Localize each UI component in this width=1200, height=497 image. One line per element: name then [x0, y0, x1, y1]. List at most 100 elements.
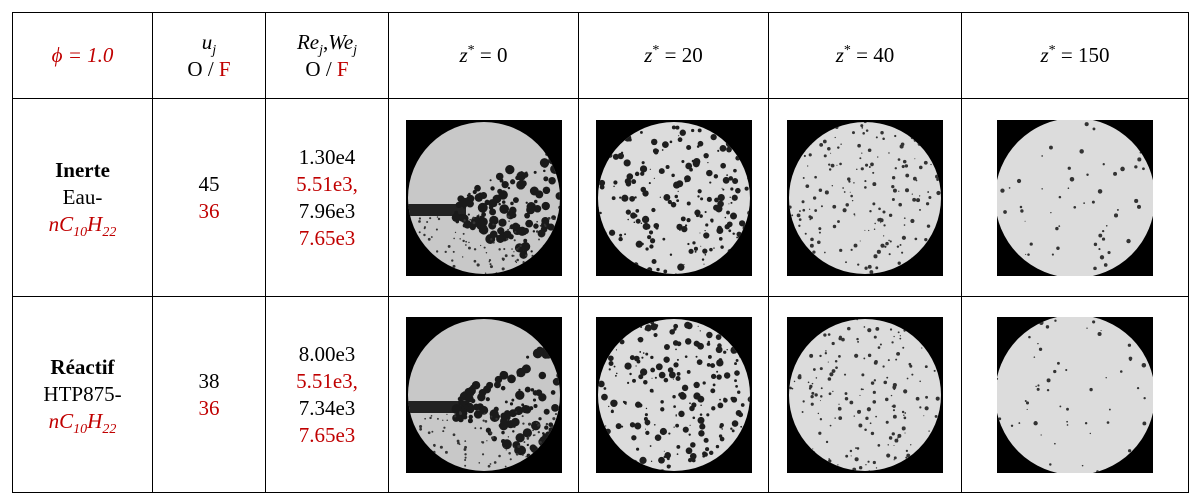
- spray-image: [405, 316, 562, 473]
- ligament: [489, 185, 495, 191]
- droplet: [1010, 424, 1014, 427]
- ligament: [509, 201, 514, 205]
- field: [997, 316, 1153, 473]
- droplet: [484, 419, 487, 423]
- droplet: [875, 326, 880, 331]
- jet: [407, 400, 466, 413]
- droplet: [537, 430, 540, 433]
- droplet: [814, 208, 818, 212]
- droplet: [505, 448, 507, 451]
- droplet: [462, 232, 465, 235]
- droplet: [702, 152, 709, 158]
- superscript: *: [1048, 43, 1056, 58]
- formula: H: [87, 212, 103, 236]
- droplet: [1108, 408, 1111, 410]
- droplet: [502, 247, 505, 250]
- droplet: [452, 237, 455, 239]
- droplet: [891, 431, 895, 436]
- droplet: [854, 456, 859, 461]
- droplet: [472, 220, 475, 224]
- droplet: [452, 264, 456, 268]
- droplet: [1055, 226, 1059, 230]
- droplet: [644, 352, 648, 355]
- droplet: [545, 422, 548, 425]
- droplet: [720, 427, 723, 430]
- droplet: [623, 232, 626, 235]
- ligament: [467, 213, 470, 216]
- ligament: [509, 401, 513, 405]
- droplet: [875, 415, 877, 417]
- droplet: [547, 216, 550, 220]
- droplet: [723, 371, 730, 379]
- droplet: [1102, 162, 1105, 165]
- droplet: [454, 231, 456, 233]
- header-cell: z* = 0: [388, 12, 579, 99]
- ligament: [514, 175, 520, 180]
- droplet: [1142, 421, 1147, 425]
- subscript: 10: [73, 422, 88, 438]
- droplet: [911, 373, 914, 376]
- droplet: [814, 175, 817, 179]
- droplet: [914, 157, 916, 159]
- droplet: [1003, 209, 1007, 214]
- droplet: [527, 422, 531, 426]
- droplet: [870, 162, 874, 166]
- droplet: [617, 236, 623, 241]
- droplet: [856, 168, 858, 170]
- droplet: [904, 411, 907, 414]
- droplet: [997, 377, 999, 380]
- droplet: [493, 223, 496, 225]
- droplet: [896, 244, 900, 248]
- ligament: [488, 208, 496, 215]
- droplet: [1056, 246, 1060, 250]
- droplet: [812, 195, 817, 200]
- droplet: [1089, 432, 1091, 434]
- droplet: [463, 458, 466, 461]
- droplet: [817, 239, 821, 244]
- droplet: [715, 370, 718, 373]
- droplet: [798, 373, 802, 377]
- droplet: [692, 381, 700, 388]
- droplet: [919, 208, 921, 211]
- droplet: [672, 378, 674, 380]
- droplet: [812, 250, 816, 254]
- droplet: [1024, 399, 1027, 402]
- droplet: [904, 431, 906, 434]
- droplet: [684, 179, 687, 182]
- droplet: [661, 148, 664, 151]
- ligament: [512, 196, 519, 203]
- droplet: [523, 440, 525, 443]
- droplet: [488, 258, 491, 261]
- droplet: [888, 252, 891, 255]
- droplet: [1143, 396, 1146, 399]
- droplet: [644, 246, 649, 251]
- ligament: [478, 225, 488, 235]
- droplet: [893, 458, 895, 460]
- droplet: [722, 397, 728, 403]
- droplet: [927, 190, 930, 193]
- droplet: [654, 376, 657, 379]
- droplet: [853, 243, 858, 248]
- droplet: [705, 412, 709, 416]
- droplet: [1026, 408, 1028, 410]
- header-row: ϕ = 1.0 uj O / F Rej,Wej O / F z* = 0 z*…: [12, 12, 1189, 99]
- ligament: [520, 170, 523, 173]
- ligament: [538, 371, 546, 379]
- droplet: [906, 377, 909, 379]
- droplet: [697, 127, 702, 132]
- droplet: [867, 353, 872, 357]
- droplet: [1016, 178, 1022, 183]
- droplet: [731, 419, 738, 427]
- droplet: [477, 461, 480, 464]
- droplet: [694, 250, 697, 253]
- droplet: [623, 362, 632, 370]
- droplet: [849, 191, 851, 193]
- droplet: [1101, 229, 1105, 232]
- droplet: [682, 426, 689, 433]
- droplet: [487, 464, 490, 468]
- ligament: [532, 222, 539, 229]
- droplet: [677, 134, 679, 136]
- droplet: [902, 346, 905, 349]
- droplet: [855, 446, 857, 449]
- number: 7.65e3: [298, 422, 356, 447]
